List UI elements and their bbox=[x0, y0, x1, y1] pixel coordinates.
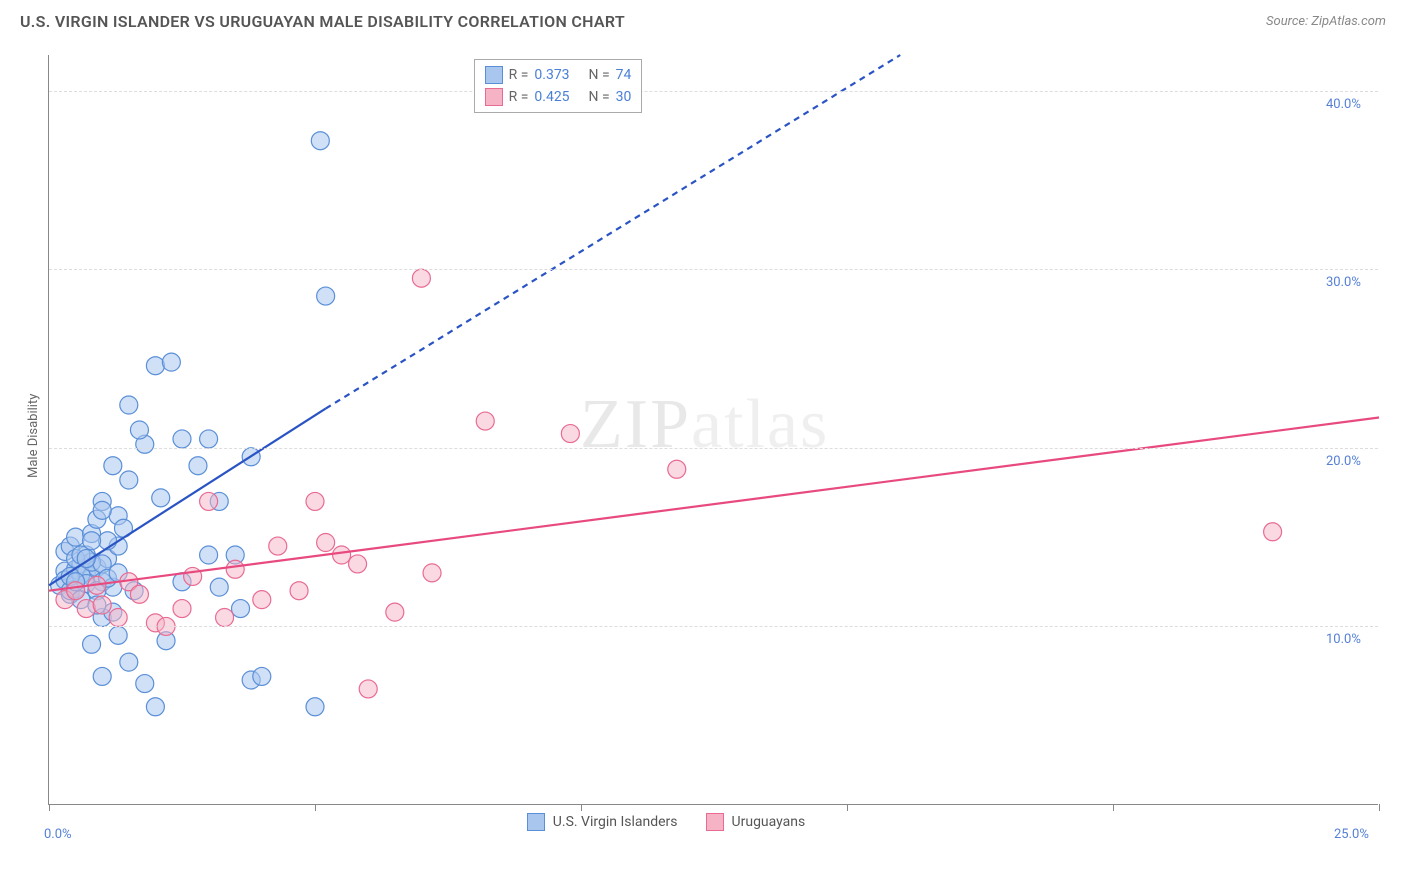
scatter-point bbox=[77, 600, 95, 618]
scatter-point bbox=[200, 492, 218, 510]
legend-row: R = 0.425 N = 30 bbox=[485, 86, 632, 108]
scatter-point bbox=[173, 600, 191, 618]
legend-swatch bbox=[706, 813, 724, 831]
legend-label: U.S. Virgin Islanders bbox=[553, 814, 678, 830]
scatter-point bbox=[146, 357, 164, 375]
gridline bbox=[49, 448, 1378, 449]
gridline bbox=[49, 269, 1378, 270]
x-tick bbox=[315, 804, 316, 811]
scatter-point bbox=[311, 132, 329, 150]
chart-plot-area bbox=[48, 55, 1378, 805]
scatter-point bbox=[349, 555, 367, 573]
scatter-point bbox=[423, 564, 441, 582]
legend-label: Uruguayans bbox=[732, 814, 806, 830]
scatter-point bbox=[120, 653, 138, 671]
scatter-point bbox=[253, 667, 271, 685]
legend-n-value: 30 bbox=[616, 89, 632, 105]
scatter-point bbox=[200, 430, 218, 448]
scatter-point bbox=[306, 492, 324, 510]
scatter-point bbox=[83, 532, 101, 550]
y-tick-label: 10.0% bbox=[1326, 632, 1361, 647]
x-tick-label-min: 0.0% bbox=[44, 827, 72, 842]
scatter-plot-svg bbox=[49, 55, 1379, 805]
scatter-point bbox=[146, 698, 164, 716]
scatter-point bbox=[668, 460, 686, 478]
scatter-point bbox=[120, 396, 138, 414]
scatter-point bbox=[317, 287, 335, 305]
scatter-point bbox=[109, 626, 127, 644]
legend-r-value: 0.373 bbox=[534, 67, 569, 83]
scatter-point bbox=[136, 675, 154, 693]
scatter-point bbox=[130, 585, 148, 603]
y-tick-label: 30.0% bbox=[1326, 275, 1361, 290]
scatter-point bbox=[130, 421, 148, 439]
scatter-point bbox=[412, 269, 430, 287]
x-tick bbox=[49, 804, 50, 811]
x-tick bbox=[1379, 804, 1380, 811]
legend-item: Uruguayans bbox=[706, 813, 806, 831]
legend-r-label: R = bbox=[509, 89, 529, 105]
x-tick-label-max: 25.0% bbox=[1334, 827, 1369, 842]
x-tick bbox=[581, 804, 582, 811]
scatter-point bbox=[226, 560, 244, 578]
scatter-point bbox=[333, 546, 351, 564]
scatter-point bbox=[104, 457, 122, 475]
y-axis-title: Male Disability bbox=[26, 394, 41, 478]
series-legend: U.S. Virgin Islanders Uruguayans bbox=[527, 813, 805, 831]
legend-r-value: 0.425 bbox=[534, 89, 569, 105]
legend-row: R = 0.373 N = 74 bbox=[485, 64, 632, 86]
chart-title: U.S. VIRGIN ISLANDER VS URUGUAYAN MALE D… bbox=[20, 12, 625, 31]
x-tick bbox=[1113, 804, 1114, 811]
scatter-point bbox=[67, 582, 85, 600]
legend-n-label: N = bbox=[589, 89, 610, 105]
scatter-point bbox=[93, 667, 111, 685]
legend-swatch bbox=[485, 66, 503, 84]
legend-n-value: 74 bbox=[616, 67, 632, 83]
legend-swatch bbox=[485, 88, 503, 106]
scatter-point bbox=[173, 430, 191, 448]
scatter-point bbox=[386, 603, 404, 621]
scatter-point bbox=[1264, 523, 1282, 541]
scatter-point bbox=[152, 489, 170, 507]
x-tick bbox=[847, 804, 848, 811]
scatter-point bbox=[162, 353, 180, 371]
legend-n-label: N = bbox=[589, 67, 610, 83]
scatter-point bbox=[253, 591, 271, 609]
scatter-point bbox=[306, 698, 324, 716]
gridline bbox=[49, 91, 1378, 92]
scatter-point bbox=[216, 609, 234, 627]
scatter-point bbox=[210, 578, 228, 596]
scatter-point bbox=[93, 501, 111, 519]
scatter-point bbox=[317, 534, 335, 552]
legend-r-label: R = bbox=[509, 67, 529, 83]
scatter-point bbox=[83, 635, 101, 653]
scatter-point bbox=[359, 680, 377, 698]
y-tick-label: 20.0% bbox=[1326, 454, 1361, 469]
gridline bbox=[49, 626, 1378, 627]
y-tick-label: 40.0% bbox=[1326, 97, 1361, 112]
legend-swatch bbox=[527, 813, 545, 831]
header: U.S. VIRGIN ISLANDER VS URUGUAYAN MALE D… bbox=[0, 0, 1406, 39]
scatter-point bbox=[189, 457, 207, 475]
scatter-point bbox=[232, 600, 250, 618]
scatter-point bbox=[93, 596, 111, 614]
scatter-point bbox=[561, 425, 579, 443]
regression-line bbox=[49, 418, 1379, 591]
scatter-point bbox=[269, 537, 287, 555]
scatter-point bbox=[120, 471, 138, 489]
legend-item: U.S. Virgin Islanders bbox=[527, 813, 678, 831]
scatter-point bbox=[109, 609, 127, 627]
scatter-point bbox=[67, 528, 85, 546]
scatter-point bbox=[476, 412, 494, 430]
correlation-legend: R = 0.373 N = 74 R = 0.425 N = 30 bbox=[474, 59, 643, 113]
source-label: Source: ZipAtlas.com bbox=[1266, 14, 1386, 29]
scatter-point bbox=[200, 546, 218, 564]
scatter-point bbox=[290, 582, 308, 600]
